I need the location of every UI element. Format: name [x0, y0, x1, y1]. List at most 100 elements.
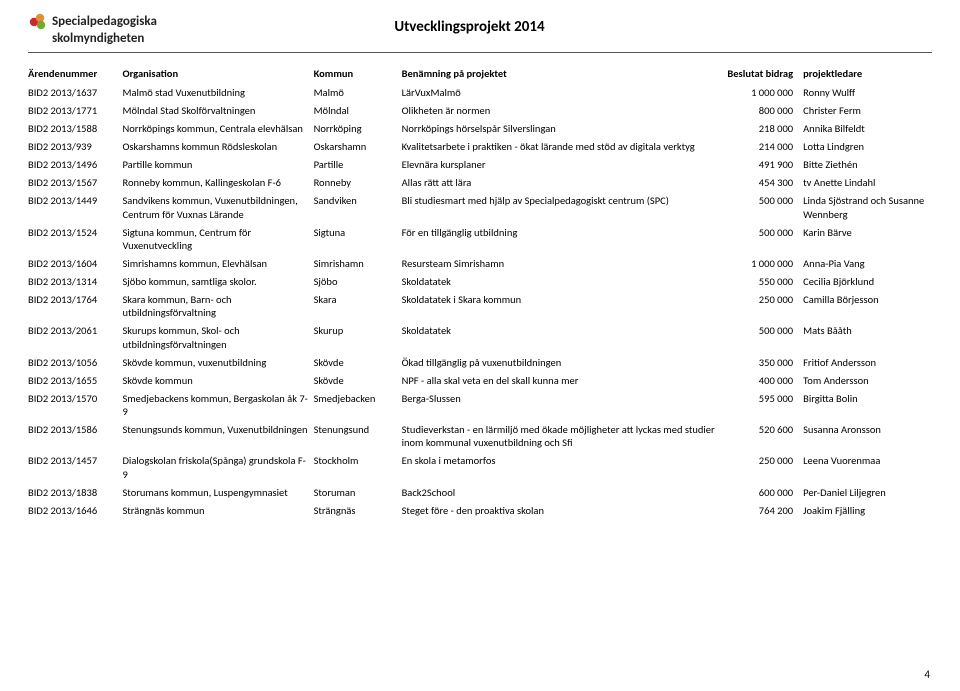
table-cell: Back2School: [402, 484, 724, 502]
table-row: BID2 2013/1646Strängnäs kommunSträngnäsS…: [28, 502, 932, 520]
table-cell: Studieverkstan - en lärmiljö med ökade m…: [402, 421, 724, 452]
table-cell: Skurup: [314, 322, 402, 353]
page-number: 4: [924, 668, 930, 681]
table-cell: BID2 2013/1588: [28, 120, 122, 138]
table-header-row: Ärendenummer Organisation Kommun Benämni…: [28, 65, 932, 84]
table-cell: BID2 2013/1524: [28, 224, 122, 255]
table-cell: Skoldatatek i Skara kommun: [402, 291, 724, 322]
table-cell: BID2 2013/1449: [28, 192, 122, 223]
table-row: BID2 2013/1570Smedjebackens kommun, Berg…: [28, 390, 932, 421]
table-cell: Ronny Wulff: [803, 84, 932, 102]
table-row: BID2 2013/1567Ronneby kommun, Kallingesk…: [28, 174, 932, 192]
table-cell: 500 000: [724, 224, 803, 255]
table-cell: 214 000: [724, 138, 803, 156]
table-cell: Skövde kommun, vuxenutbildning: [122, 354, 313, 372]
table-cell: BID2 2013/1586: [28, 421, 122, 452]
table-cell: Partille: [314, 156, 402, 174]
logo-row: Specialpedagogiska: [28, 12, 157, 32]
table-cell: En skola i metamorfos: [402, 452, 724, 483]
table-cell: Skövde kommun: [122, 372, 313, 390]
col-benamning: Benämning på projektet: [402, 65, 724, 84]
page-root: Specialpedagogiska skolmyndigheten Utvec…: [0, 0, 960, 691]
table-cell: BID2 2013/1604: [28, 255, 122, 273]
table-cell: 500 000: [724, 192, 803, 223]
table-cell: Sjöbo kommun, samtliga skolor.: [122, 273, 313, 291]
col-bidrag: Beslutat bidrag: [724, 65, 803, 84]
table-cell: BID2 2013/1637: [28, 84, 122, 102]
table-row: BID2 2013/2061Skurups kommun, Skol- och …: [28, 322, 932, 353]
table-cell: Christer Ferm: [803, 102, 932, 120]
table-cell: Skövde: [314, 354, 402, 372]
table-cell: Oskarshamn: [314, 138, 402, 156]
table-cell: Karin Bärve: [803, 224, 932, 255]
table-cell: Bitte Ziethén: [803, 156, 932, 174]
table-row: BID2 2013/1586Stenungsunds kommun, Vuxen…: [28, 421, 932, 452]
table-cell: BID2 2013/1314: [28, 273, 122, 291]
table-cell: Elevnära kursplaner: [402, 156, 724, 174]
table-cell: Ronneby: [314, 174, 402, 192]
logo-text-line2: skolmyndigheten: [52, 32, 157, 46]
table-cell: Storumans kommun, Luspengymnasiet: [122, 484, 313, 502]
table-cell: 1 000 000: [724, 84, 803, 102]
table-cell: 400 000: [724, 372, 803, 390]
table-cell: Stenungsund: [314, 421, 402, 452]
table-row: BID2 2013/1314Sjöbo kommun, samtliga sko…: [28, 273, 932, 291]
table-cell: NPF - alla skal veta en del skall kunna …: [402, 372, 724, 390]
col-organisation: Organisation: [122, 65, 313, 84]
table-row: BID2 2013/1457Dialogskolan friskola(Spån…: [28, 452, 932, 483]
table-row: BID2 2013/1637Malmö stad Vuxenutbildning…: [28, 84, 932, 102]
table-cell: Skara: [314, 291, 402, 322]
table-cell: 491 900: [724, 156, 803, 174]
table-cell: Bli studiesmart med hjälp av Specialpeda…: [402, 192, 724, 223]
table-cell: Steget före - den proaktiva skolan: [402, 502, 724, 520]
table-cell: BID2 2013/1655: [28, 372, 122, 390]
table-cell: 595 000: [724, 390, 803, 421]
table-cell: Linda Sjöstrand och Susanne Wennberg: [803, 192, 932, 223]
table-cell: 250 000: [724, 452, 803, 483]
table-cell: Malmö stad Vuxenutbildning: [122, 84, 313, 102]
table-row: BID2 2013/1838Storumans kommun, Luspengy…: [28, 484, 932, 502]
table-row: BID2 2013/1764Skara kommun, Barn- och ut…: [28, 291, 932, 322]
table-cell: 764 200: [724, 502, 803, 520]
table-cell: BID2 2013/1771: [28, 102, 122, 120]
projects-table: Ärendenummer Organisation Kommun Benämni…: [28, 65, 932, 520]
table-cell: Skara kommun, Barn- och utbildningsförva…: [122, 291, 313, 322]
table-cell: Tom Andersson: [803, 372, 932, 390]
table-cell: Norrköping: [314, 120, 402, 138]
table-cell: Leena Vuorenmaa: [803, 452, 932, 483]
table-cell: Anna-Pia Vang: [803, 255, 932, 273]
table-cell: BID2 2013/1570: [28, 390, 122, 421]
table-row: BID2 2013/1771Mölndal Stad Skolförvaltni…: [28, 102, 932, 120]
table-cell: Sigtuna kommun, Centrum för Vuxenutveckl…: [122, 224, 313, 255]
table-cell: Simrishamns kommun, Elevhälsan: [122, 255, 313, 273]
table-cell: Stockholm: [314, 452, 402, 483]
table-cell: Ronneby kommun, Kallingeskolan F-6: [122, 174, 313, 192]
table-cell: Sigtuna: [314, 224, 402, 255]
table-cell: BID2 2013/2061: [28, 322, 122, 353]
table-cell: Annika Bilfeldt: [803, 120, 932, 138]
table-cell: Berga-Slussen: [402, 390, 724, 421]
table-cell: BID2 2013/1646: [28, 502, 122, 520]
table-cell: Dialogskolan friskola(Spånga) grundskola…: [122, 452, 313, 483]
table-row: BID2 2013/1588Norrköpings kommun, Centra…: [28, 120, 932, 138]
table-cell: BID2 2013/1457: [28, 452, 122, 483]
logo-text-line1: Specialpedagogiska: [52, 15, 157, 29]
table-row: BID2 2013/1604Simrishamns kommun, Elevhä…: [28, 255, 932, 273]
page-title: Utvecklingsprojekt 2014: [157, 18, 782, 36]
table-cell: Strängnäs kommun: [122, 502, 313, 520]
table-cell: Fritiof Andersson: [803, 354, 932, 372]
table-head: Ärendenummer Organisation Kommun Benämni…: [28, 65, 932, 84]
table-cell: Birgitta Bolin: [803, 390, 932, 421]
table-cell: Smedjebackens kommun, Bergaskolan åk 7-9: [122, 390, 313, 421]
table-cell: Camilla Börjesson: [803, 291, 932, 322]
table-cell: Skoldatatek: [402, 322, 724, 353]
table-cell: 600 000: [724, 484, 803, 502]
table-cell: Allas rätt att lära: [402, 174, 724, 192]
table-cell: Mölndal: [314, 102, 402, 120]
table-cell: Sjöbo: [314, 273, 402, 291]
table-cell: 800 000: [724, 102, 803, 120]
table-cell: BID2 2013/1838: [28, 484, 122, 502]
table-cell: tv Anette Lindahl: [803, 174, 932, 192]
table-row: BID2 2013/1496Partille kommunPartilleEle…: [28, 156, 932, 174]
table-cell: Storuman: [314, 484, 402, 502]
